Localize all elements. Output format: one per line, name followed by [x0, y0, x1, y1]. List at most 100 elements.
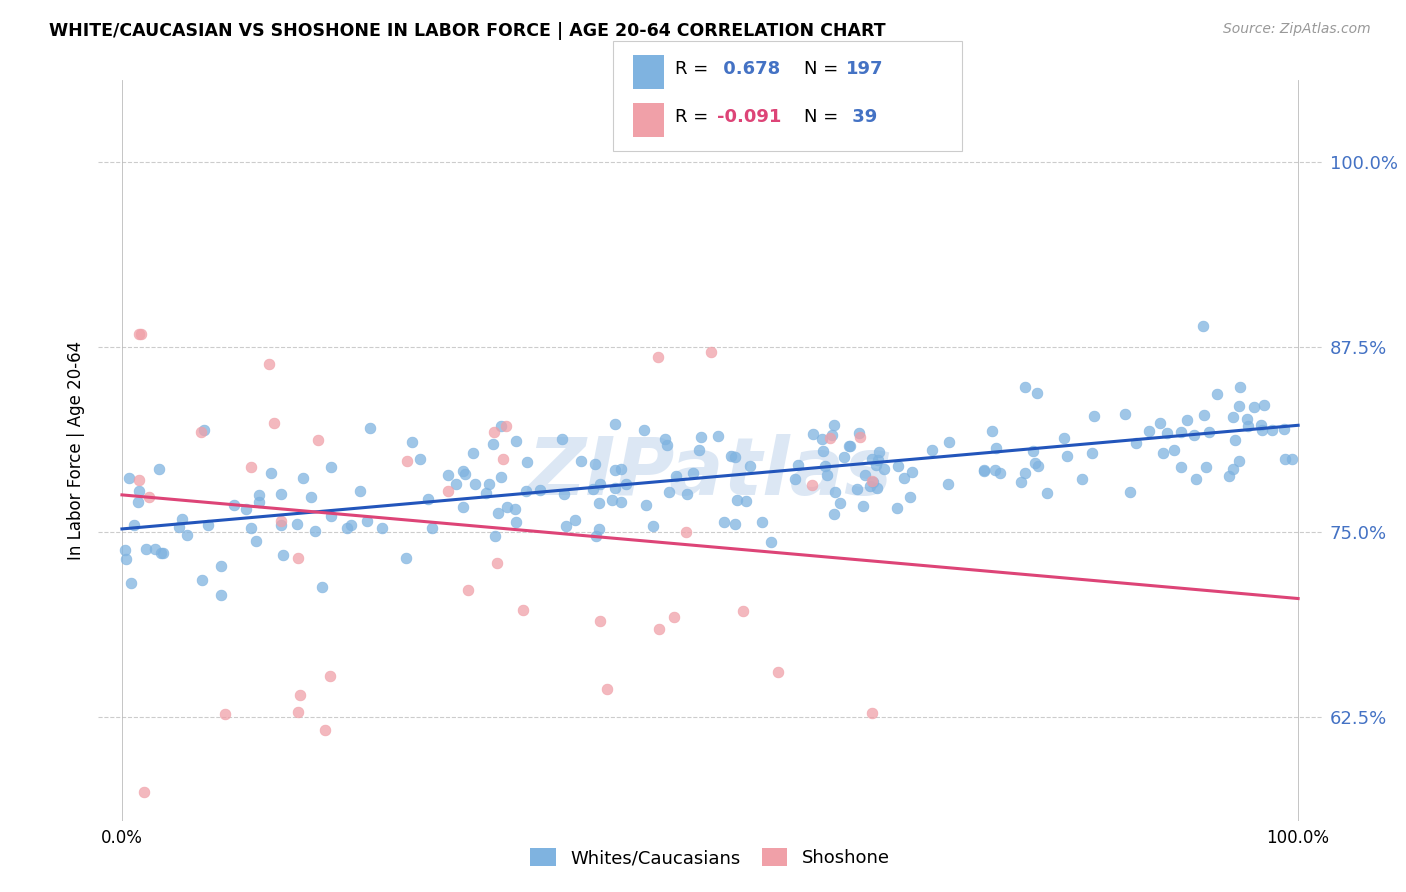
Point: [818, 431, 841, 445]
Point: [451, 464, 474, 478]
Point: [529, 483, 551, 498]
Point: [832, 450, 855, 464]
Point: [860, 474, 883, 488]
Point: [803, 427, 825, 442]
Point: [484, 425, 506, 439]
Point: [311, 581, 333, 595]
Point: [464, 476, 486, 491]
Point: [484, 529, 506, 543]
Point: [444, 477, 467, 491]
Point: [170, 512, 193, 526]
Point: [1022, 444, 1045, 458]
Point: [211, 558, 233, 573]
Point: [830, 496, 852, 510]
Point: [1253, 398, 1275, 412]
Point: [860, 706, 883, 721]
Point: [654, 432, 676, 446]
Point: [1272, 422, 1295, 436]
Point: [1261, 423, 1284, 437]
Point: [416, 491, 439, 506]
Point: [478, 477, 501, 491]
Point: [1250, 423, 1272, 437]
Point: [451, 500, 474, 514]
Text: Source: ZipAtlas.com: Source: ZipAtlas.com: [1223, 22, 1371, 37]
Point: [420, 521, 443, 535]
Point: [815, 467, 838, 482]
Point: [1149, 416, 1171, 430]
Point: [118, 471, 141, 485]
Point: [336, 521, 359, 535]
Point: [247, 487, 270, 501]
Text: -0.091: -0.091: [717, 109, 782, 127]
Point: [152, 546, 174, 560]
Point: [114, 543, 136, 558]
Point: [190, 425, 212, 439]
Point: [314, 723, 336, 738]
Point: [848, 425, 870, 440]
Point: [1014, 466, 1036, 480]
Point: [319, 460, 342, 475]
Point: [197, 517, 219, 532]
Point: [263, 417, 285, 431]
Point: [1170, 425, 1192, 440]
Text: WHITE/CAUCASIAN VS SHOSHONE IN LABOR FORCE | AGE 20-64 CORRELATION CHART: WHITE/CAUCASIAN VS SHOSHONE IN LABOR FOR…: [49, 22, 886, 40]
Text: ZIPatlas: ZIPatlas: [527, 434, 893, 512]
Point: [193, 423, 215, 437]
Point: [658, 484, 681, 499]
Point: [585, 529, 607, 543]
Point: [503, 502, 526, 516]
Point: [505, 434, 527, 449]
Point: [461, 445, 484, 459]
Point: [823, 507, 845, 521]
Point: [492, 451, 515, 466]
Point: [648, 622, 671, 636]
Point: [849, 430, 872, 444]
Point: [690, 430, 713, 444]
Point: [150, 546, 173, 560]
Point: [553, 487, 575, 501]
Point: [550, 432, 572, 446]
Point: [811, 444, 834, 458]
Point: [766, 665, 789, 679]
Point: [731, 604, 754, 618]
Point: [270, 518, 292, 533]
Point: [921, 442, 943, 457]
Point: [688, 443, 710, 458]
Point: [235, 502, 257, 516]
Point: [1025, 386, 1047, 401]
Point: [981, 425, 1004, 439]
Point: [564, 513, 586, 527]
Point: [589, 614, 612, 628]
Point: [984, 463, 1007, 477]
Point: [131, 327, 153, 342]
Point: [1070, 472, 1092, 486]
Point: [585, 457, 607, 471]
Point: [866, 481, 889, 495]
Point: [134, 784, 156, 798]
Point: [409, 451, 432, 466]
Point: [1152, 446, 1174, 460]
Point: [938, 434, 960, 449]
Point: [401, 435, 423, 450]
Point: [801, 478, 824, 492]
Point: [486, 506, 509, 520]
Point: [665, 468, 688, 483]
Text: R =: R =: [675, 61, 714, 78]
Point: [259, 467, 281, 481]
Point: [304, 524, 326, 538]
Point: [839, 438, 862, 452]
Point: [1056, 449, 1078, 463]
Point: [128, 327, 150, 342]
Point: [1175, 413, 1198, 427]
Point: [1010, 475, 1032, 489]
Point: [340, 517, 363, 532]
Point: [515, 484, 537, 499]
Point: [603, 482, 626, 496]
Point: [609, 494, 631, 508]
Point: [486, 556, 509, 570]
Point: [148, 462, 170, 476]
Point: [288, 688, 311, 702]
Point: [356, 514, 378, 528]
Point: [1274, 452, 1296, 467]
Point: [898, 491, 921, 505]
